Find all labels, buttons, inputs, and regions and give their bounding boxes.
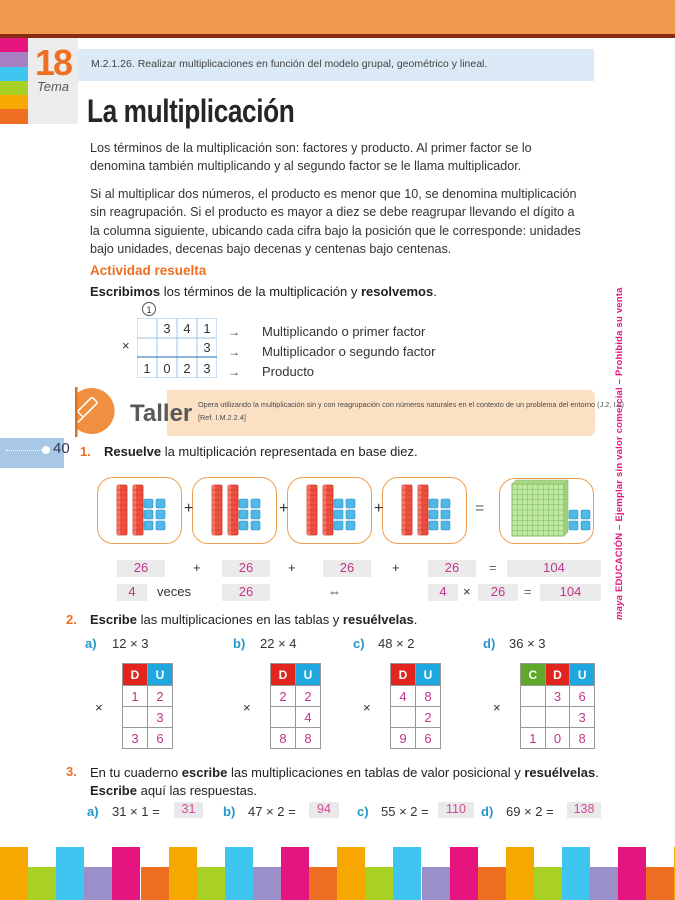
svg-text:1: 1 bbox=[143, 361, 150, 376]
svg-text:0: 0 bbox=[163, 361, 170, 376]
svg-text:3: 3 bbox=[203, 340, 210, 355]
svg-text:3: 3 bbox=[163, 321, 170, 336]
svg-text:1: 1 bbox=[203, 321, 210, 336]
svg-text:3: 3 bbox=[203, 361, 210, 376]
svg-text:2: 2 bbox=[183, 361, 190, 376]
svg-text:4: 4 bbox=[183, 321, 190, 336]
